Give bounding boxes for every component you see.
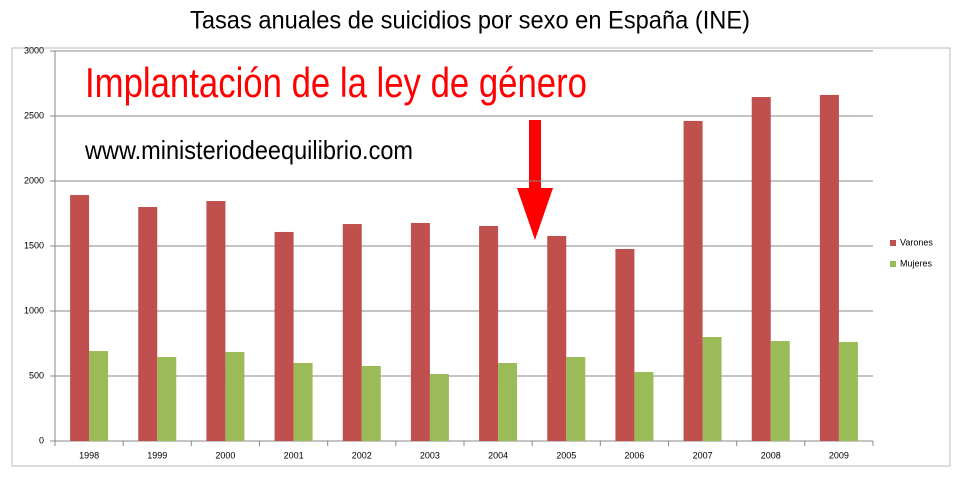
chart-title: Tasas anuales de suicidios por sexo en E… [190, 7, 750, 35]
bar [702, 337, 722, 441]
bar [157, 357, 177, 441]
x-tick-label: 2000 [215, 450, 235, 460]
y-tick-label: 1000 [24, 305, 44, 315]
bar [225, 351, 245, 441]
bar [361, 365, 381, 441]
bar [274, 231, 294, 441]
legend-label: Varones [900, 237, 933, 247]
bar [429, 374, 449, 441]
x-tick-label: 2004 [488, 450, 508, 460]
bar [634, 371, 654, 441]
y-tick-label: 500 [29, 370, 44, 380]
legend-label: Mujeres [900, 258, 933, 268]
x-tick-label: 2001 [284, 450, 304, 460]
bar [615, 248, 635, 441]
y-tick-label: 1500 [24, 240, 44, 250]
bar [770, 341, 790, 441]
annotation: Implantación de la ley de género [85, 59, 587, 106]
bar [138, 207, 158, 441]
x-tick-label: 2002 [352, 450, 372, 460]
annotation: www.ministeriodeequilibrio.com [84, 135, 413, 165]
x-tick-label: 2006 [624, 450, 644, 460]
arrow [517, 120, 553, 240]
chart-frame [11, 47, 951, 467]
bar [498, 363, 518, 441]
bar [293, 363, 313, 441]
legend-swatch [890, 261, 896, 267]
bar [751, 97, 771, 442]
bar [838, 341, 858, 441]
bar [819, 94, 839, 441]
x-tick-label: 1998 [79, 450, 99, 460]
x-tick-label: 2009 [829, 450, 849, 460]
bar [70, 195, 90, 441]
bar [342, 224, 362, 441]
y-tick-label: 2000 [24, 175, 44, 185]
x-tick-label: 2008 [761, 450, 781, 460]
y-tick-label: 0 [39, 435, 44, 445]
legend-swatch [890, 240, 896, 246]
y-tick-label: 3000 [24, 45, 44, 55]
bar [479, 225, 499, 441]
bar [566, 357, 586, 441]
x-tick-label: 2003 [420, 450, 440, 460]
x-tick-label: 2005 [556, 450, 576, 460]
bar [547, 235, 567, 441]
bar [410, 222, 430, 441]
bar [683, 120, 703, 441]
bar [206, 201, 226, 441]
x-tick-label: 2007 [693, 450, 713, 460]
bar [89, 351, 109, 441]
y-tick-label: 2500 [24, 110, 44, 120]
x-tick-label: 1999 [147, 450, 167, 460]
